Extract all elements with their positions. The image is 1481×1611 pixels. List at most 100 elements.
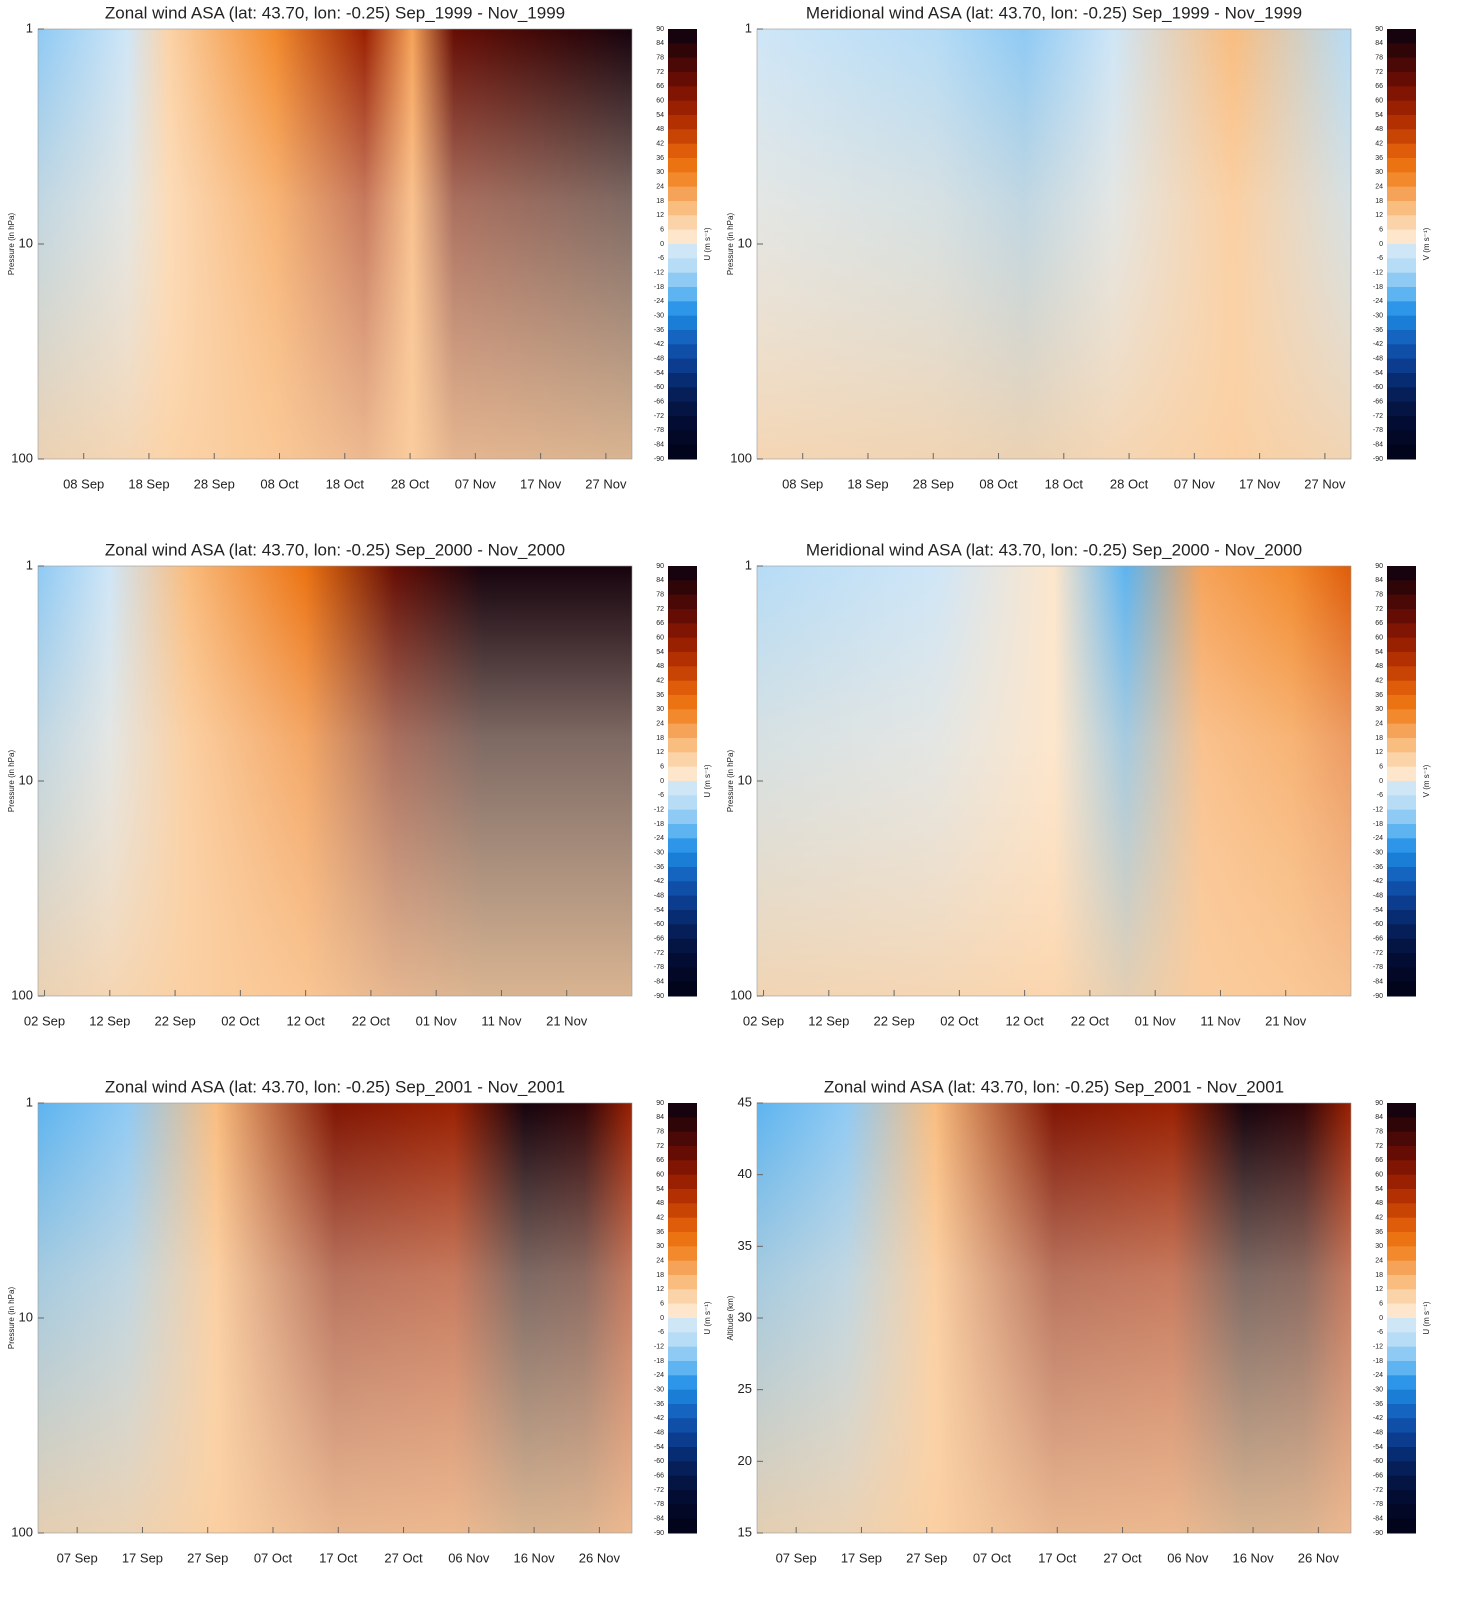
colorbar-segment (668, 129, 697, 145)
colorbar-tick-label: 78 (1375, 592, 1383, 599)
colorbar-segment (1387, 1346, 1416, 1362)
colorbar-segment (668, 881, 697, 897)
colorbar-segment (1387, 201, 1416, 216)
x-tick-label: 28 Oct (1110, 476, 1149, 491)
colorbar-segment (1387, 1117, 1416, 1133)
colorbar-segment (668, 258, 697, 274)
colorbar-segment (668, 1203, 697, 1219)
colorbar-segment (1387, 1103, 1416, 1118)
colorbar-tick-label: -12 (654, 270, 664, 277)
colorbar-tick-label: 54 (1375, 649, 1383, 656)
colorbar-segment (668, 580, 697, 596)
colorbar-segment (1387, 172, 1416, 188)
colorbar-segment (668, 1117, 697, 1133)
y-tick-label: 15 (738, 1524, 752, 1539)
x-tick-label: 07 Nov (455, 476, 497, 491)
colorbar-tick-label: -60 (1373, 1458, 1383, 1465)
colorbar-tick-label: 36 (1375, 692, 1383, 699)
colorbar-segment (668, 666, 697, 682)
colorbar-tick-label: -24 (1373, 298, 1383, 305)
colorbar-segment (668, 143, 697, 159)
x-tick-label: 16 Nov (513, 1550, 555, 1565)
colorbar-segment (1387, 709, 1416, 725)
colorbar-segment (668, 186, 697, 202)
colorbar-segment (1387, 867, 1416, 882)
colorbar-tick-label: -36 (1373, 327, 1383, 334)
colorbar-segment (1387, 215, 1416, 231)
colorbar-tick-label: -66 (654, 1473, 664, 1480)
colorbar-segment (1387, 1217, 1416, 1233)
colorbar-tick-label: 30 (656, 706, 664, 713)
x-tick-label: 06 Nov (1167, 1550, 1209, 1565)
x-tick-label: 27 Oct (1103, 1550, 1142, 1565)
y-tick-label: 10 (738, 235, 752, 250)
colorbar-tick-label: 90 (656, 1100, 664, 1107)
colorbar-tick-label: -90 (654, 456, 664, 463)
colorbar-tick-label: -30 (654, 1387, 664, 1394)
colorbar-segment (1387, 938, 1416, 954)
colorbar-segment (668, 652, 697, 667)
colorbar-tick-label: 6 (660, 1301, 664, 1308)
colorbar-tick-label: 84 (1375, 577, 1383, 584)
colorbar-segment (668, 594, 697, 610)
colorbar-tick-label: 18 (1375, 735, 1383, 742)
x-tick-label: 02 Oct (940, 1013, 979, 1028)
colorbar-segment (668, 910, 697, 925)
colorbar-segment (668, 695, 697, 710)
colorbar-tick-label: 6 (660, 227, 664, 234)
y-tick-label: 35 (738, 1238, 752, 1253)
colorbar-tick-label: 12 (1375, 212, 1383, 219)
colorbar-tick-label: -18 (654, 284, 664, 291)
colorbar-segment (1387, 766, 1416, 782)
colorbar-tick-label: -36 (654, 864, 664, 871)
colorbar-tick-label: -6 (658, 255, 664, 262)
x-tick-label: 22 Sep (154, 1013, 195, 1028)
colorbar-segment (668, 1332, 697, 1348)
colorbar-segment (1387, 358, 1416, 374)
x-tick-label: 01 Nov (416, 1013, 458, 1028)
x-tick-label: 27 Sep (906, 1550, 947, 1565)
colorbar-segment (1387, 924, 1416, 940)
x-tick-label: 01 Nov (1135, 1013, 1177, 1028)
colorbar-segment (1387, 953, 1416, 968)
colorbar-segment (1387, 609, 1416, 624)
colorbar-tick-label: 0 (660, 1315, 664, 1322)
colorbar-tick-label: 30 (1375, 169, 1383, 176)
colorbar-segment (668, 1174, 697, 1190)
colorbar-tick-label: 18 (656, 198, 664, 205)
colorbar-tick-label: -90 (654, 993, 664, 1000)
x-tick-label: 07 Nov (1174, 476, 1216, 491)
colorbar-tick-label: -84 (654, 1516, 664, 1523)
colorbar-tick-label: -72 (1373, 950, 1383, 957)
colorbar-segment (1387, 387, 1416, 403)
colorbar-tick-label: 78 (656, 1129, 664, 1136)
chart-title: Zonal wind ASA (lat: 43.70, lon: -0.25) … (824, 1077, 1284, 1096)
x-tick-label: 08 Oct (979, 476, 1018, 491)
colorbar-tick-label: -6 (658, 792, 664, 799)
colorbar-segment (1387, 1189, 1416, 1204)
x-tick-label: 26 Nov (579, 1550, 621, 1565)
colorbar-tick-label: -42 (1373, 1415, 1383, 1422)
colorbar-segment (1387, 315, 1416, 331)
colorbar-segment (1387, 623, 1416, 639)
x-tick-label: 22 Oct (352, 1013, 391, 1028)
colorbar-segment (1387, 1432, 1416, 1448)
colorbar-tick-label: -60 (1373, 384, 1383, 391)
colorbar-tick-label: -48 (654, 356, 664, 363)
colorbar-tick-label: 6 (1379, 227, 1383, 234)
colorbar-tick-label: 36 (656, 155, 664, 162)
colorbar-segment (668, 723, 697, 739)
colorbar-segment (1387, 1404, 1416, 1419)
x-tick-label: 12 Sep (89, 1013, 130, 1028)
colorbar-segment (1387, 566, 1416, 581)
colorbar-segment (1387, 1318, 1416, 1333)
colorbar-tick-label: -72 (654, 1487, 664, 1494)
colorbar-tick-label: 84 (656, 40, 664, 47)
colorbar-segment (668, 967, 697, 983)
colorbar-tick-label: 12 (656, 212, 664, 219)
colorbar-tick-label: 36 (656, 692, 664, 699)
colorbar-segment (1387, 824, 1416, 839)
colorbar-tick-label: -30 (1373, 313, 1383, 320)
colorbar-tick-label: -6 (1377, 255, 1383, 262)
colorbar-segment (668, 387, 697, 403)
